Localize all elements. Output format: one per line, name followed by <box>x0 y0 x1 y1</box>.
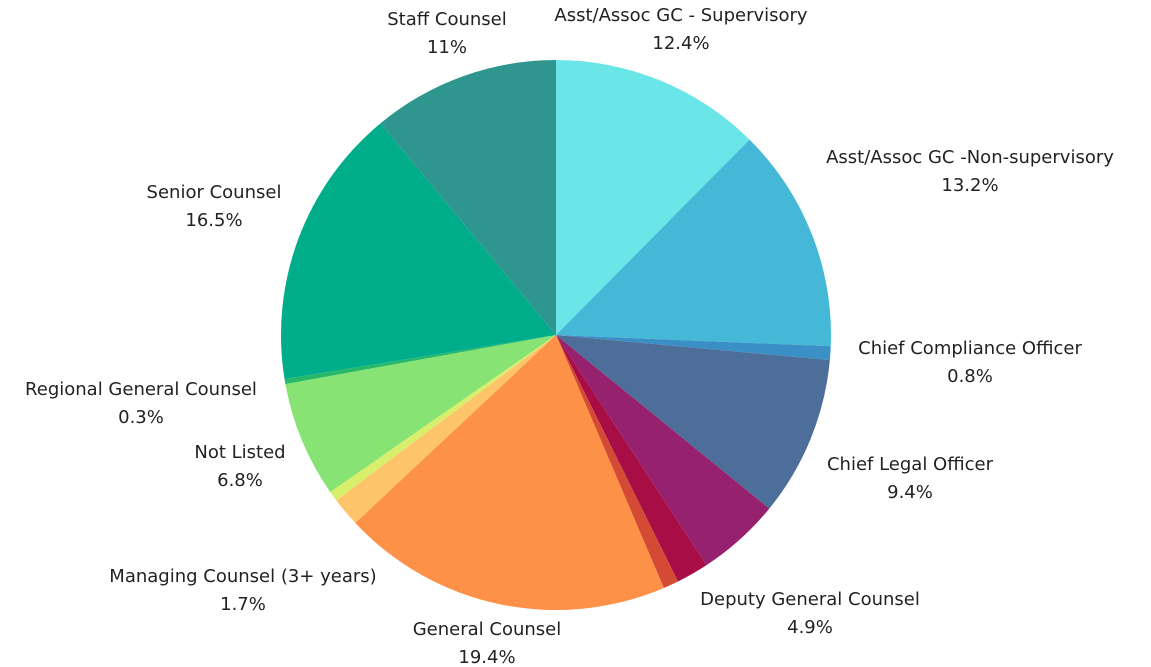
pie-slice <box>556 139 831 347</box>
slice-value: 11% <box>427 37 467 58</box>
pie-slice <box>330 335 556 501</box>
slice-label: Managing Counsel (3+ years) <box>109 566 376 587</box>
slice-label: Regional General Counsel <box>25 379 257 400</box>
slice-label: Not Listed <box>194 442 285 463</box>
pie-slice <box>380 60 556 335</box>
slice-value: 9.4% <box>887 482 933 503</box>
slice-label: Asst/Assoc GC - Supervisory <box>554 5 808 26</box>
pie-slice <box>556 60 750 335</box>
slice-label: General Counsel <box>413 619 562 640</box>
pie-slice <box>285 335 556 492</box>
slice-value: 0.3% <box>118 407 164 428</box>
slice-label: Senior Counsel <box>147 182 282 203</box>
pie-slice <box>336 335 556 523</box>
pie-slice <box>556 335 770 566</box>
pie-slice <box>280 123 556 379</box>
slice-label: Chief Legal Officer <box>827 454 994 475</box>
slice-value: 6.8% <box>217 470 263 491</box>
pie-slice <box>556 335 707 582</box>
slice-label: Staff Counsel <box>387 9 507 30</box>
pie-slice <box>556 335 830 509</box>
pie-slice <box>355 335 664 610</box>
slice-label: Chief Compliance Officer <box>858 338 1082 359</box>
slice-value: 19.4% <box>458 647 515 667</box>
slice-value: 1.7% <box>220 594 266 615</box>
slice-value: 13.2% <box>941 175 998 196</box>
slice-value: 12.4% <box>652 33 709 54</box>
pie-slice <box>556 335 678 588</box>
slice-value: 16.5% <box>185 210 242 231</box>
pie-slice <box>284 335 556 385</box>
pie-slice <box>556 335 831 361</box>
slice-value: 0.8% <box>947 366 993 387</box>
slice-value: 4.9% <box>787 617 833 638</box>
slice-label: Deputy General Counsel <box>700 589 920 610</box>
slice-label: Asst/Assoc GC -Non-supervisory <box>826 147 1114 168</box>
